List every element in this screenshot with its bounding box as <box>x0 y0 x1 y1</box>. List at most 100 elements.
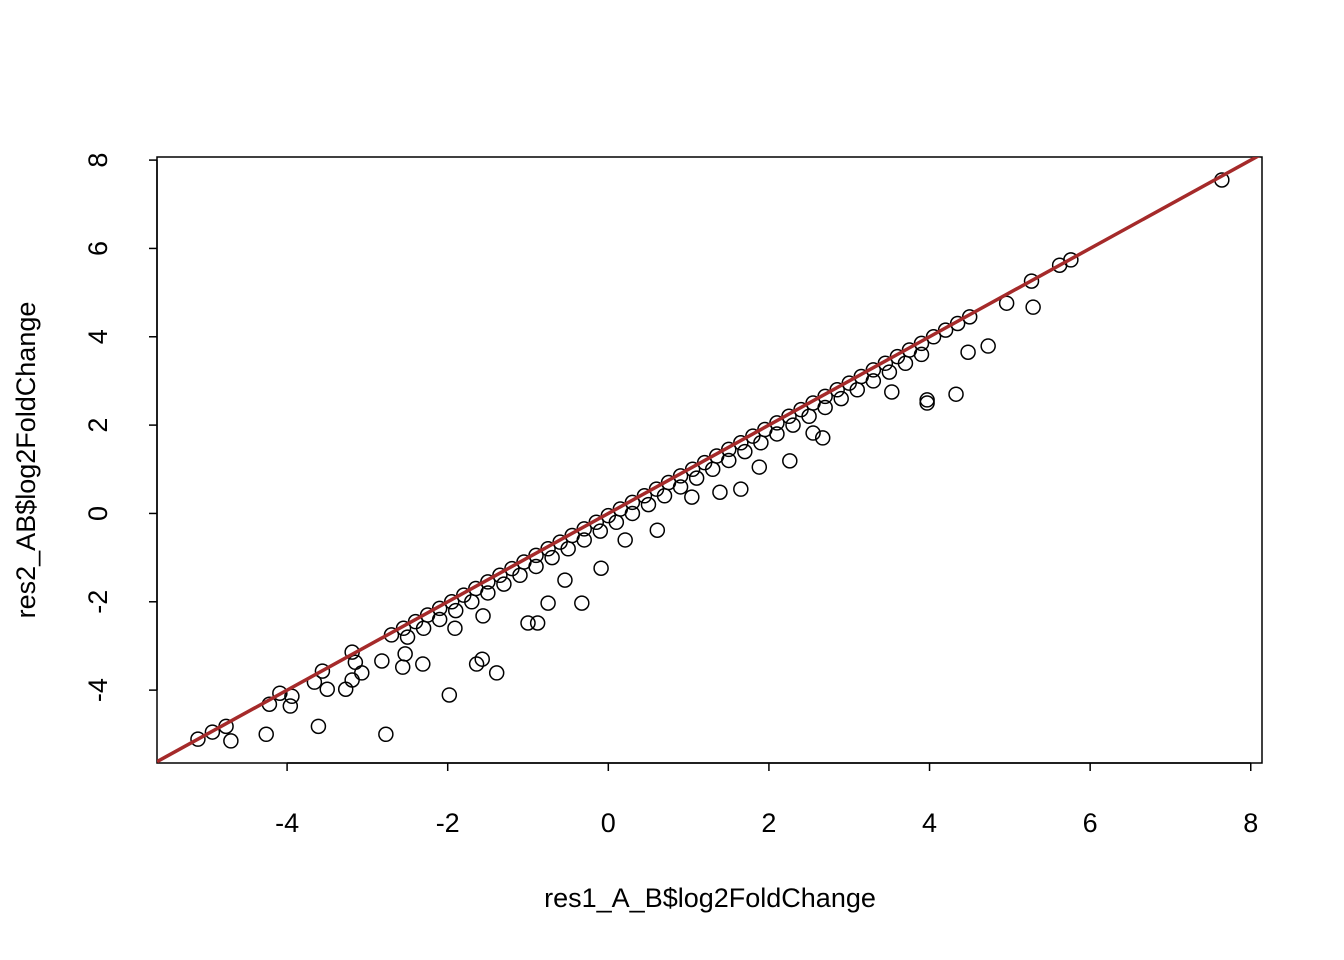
x-tick-label: 0 <box>601 808 616 838</box>
point <box>557 572 573 588</box>
reference-line <box>157 157 1261 763</box>
point <box>314 663 331 679</box>
x-axis-label: res1_A_B$log2FoldChange <box>544 883 876 913</box>
y-tick-label: 6 <box>83 241 113 256</box>
point <box>617 532 633 548</box>
point <box>347 654 364 671</box>
point <box>520 615 536 631</box>
point <box>447 620 463 637</box>
point <box>480 585 496 601</box>
point <box>464 594 480 610</box>
point <box>204 724 221 740</box>
point <box>672 479 689 495</box>
point <box>258 726 274 743</box>
point <box>474 651 490 667</box>
point <box>592 523 609 539</box>
point <box>468 656 485 672</box>
point <box>560 541 576 557</box>
point <box>785 417 801 433</box>
point <box>528 558 544 575</box>
point <box>640 496 657 513</box>
point <box>948 386 964 402</box>
point <box>319 681 335 697</box>
point <box>805 425 821 441</box>
point <box>751 459 768 475</box>
y-axis-label: res2_AB$log2FoldChange <box>11 302 41 619</box>
point <box>544 549 560 566</box>
point <box>441 687 458 703</box>
point <box>960 344 976 360</box>
reference-line-group <box>157 157 1261 763</box>
point <box>574 595 590 611</box>
point <box>399 629 416 645</box>
point <box>496 576 512 592</box>
point <box>374 653 390 669</box>
point <box>881 364 898 380</box>
point <box>475 608 491 624</box>
point <box>447 602 464 619</box>
point <box>344 672 360 688</box>
point <box>190 731 206 747</box>
point <box>540 595 556 611</box>
point <box>782 453 798 469</box>
point <box>649 522 666 538</box>
point <box>919 392 935 408</box>
point <box>833 390 849 407</box>
point <box>1025 299 1041 315</box>
y-tick-label: 2 <box>83 418 113 433</box>
y-tick-label: 0 <box>83 506 113 521</box>
point <box>397 646 413 662</box>
point <box>624 505 641 522</box>
point <box>980 338 996 354</box>
point <box>608 514 625 531</box>
point <box>576 532 592 548</box>
point <box>919 395 935 411</box>
point <box>415 656 431 672</box>
point <box>849 382 866 398</box>
point <box>593 560 609 576</box>
point <box>688 470 705 486</box>
y-tick-label: -4 <box>83 678 113 702</box>
point <box>656 488 673 504</box>
point <box>769 426 785 442</box>
point <box>817 399 833 416</box>
y-tick-label: -2 <box>83 590 113 614</box>
point <box>721 452 737 469</box>
x-tick-label: 8 <box>1243 808 1258 838</box>
x-tick-label: -4 <box>275 808 299 838</box>
point <box>394 659 411 675</box>
point <box>913 346 930 363</box>
point <box>488 665 505 681</box>
point <box>1023 273 1040 289</box>
y-tick-label: 4 <box>83 329 113 344</box>
point <box>415 620 432 637</box>
point <box>737 443 753 460</box>
point <box>529 615 546 631</box>
point <box>814 430 831 446</box>
point <box>897 355 914 372</box>
point <box>512 567 528 584</box>
point <box>223 733 239 749</box>
x-tick-label: 4 <box>922 808 937 838</box>
x-tick-label: 2 <box>761 808 776 838</box>
point <box>431 611 448 628</box>
point <box>272 685 288 701</box>
x-tick-label: 6 <box>1083 808 1098 838</box>
point <box>733 481 749 497</box>
point <box>1051 257 1068 273</box>
point <box>704 461 721 478</box>
point <box>712 484 728 500</box>
point <box>378 726 394 743</box>
point <box>865 373 882 389</box>
point <box>884 384 900 400</box>
point <box>354 665 370 681</box>
point <box>801 408 817 425</box>
point <box>337 681 354 697</box>
y-tick-label: 8 <box>83 153 113 168</box>
point <box>753 435 769 451</box>
point <box>282 698 299 714</box>
x-tick-label: -2 <box>436 808 460 838</box>
point <box>310 718 327 735</box>
